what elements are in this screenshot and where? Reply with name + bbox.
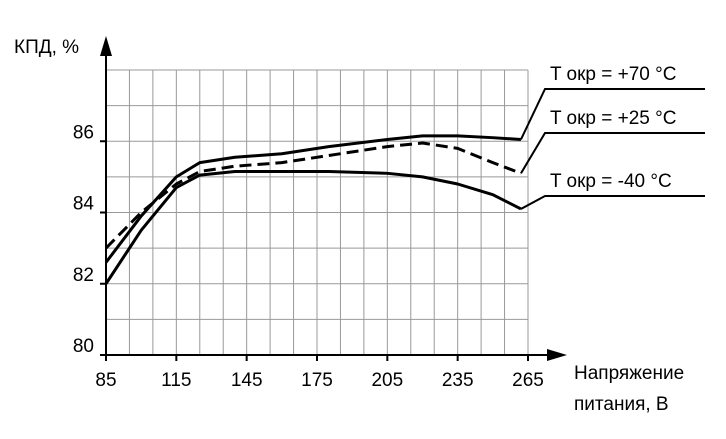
legend-leader [520,195,705,210]
y-tick-label: 86 [73,122,94,143]
y-axis-title: КПД, % [14,37,79,58]
series-line [104,141,522,250]
x-axis-title: питания, В [574,394,669,415]
y-axis-arrow [100,36,112,56]
y-tick-label: 80 [73,336,94,357]
series-line [104,134,522,264]
x-tick-label: 115 [161,370,191,391]
legend-label: T окр = -40 °C [550,171,672,192]
x-axis-arrow [547,349,567,361]
x-tick-label: 175 [301,370,333,391]
series-line [104,170,522,285]
y-tick-label: 84 [73,194,95,215]
y-tick-label: 82 [73,265,94,286]
x-tick-label: 235 [442,370,474,391]
x-tick-label: 85 [95,370,116,391]
x-tick-label: 265 [512,370,544,391]
legend-label: T окр = +25 °C [550,108,676,129]
legend-leader [520,132,705,174]
legend-leader [520,88,705,140]
x-tick-label: 145 [231,370,263,391]
legend-label: T окр = +70 °C [550,64,676,85]
x-axis-title: Напряжение [574,363,684,384]
x-tick-label: 205 [371,370,403,391]
